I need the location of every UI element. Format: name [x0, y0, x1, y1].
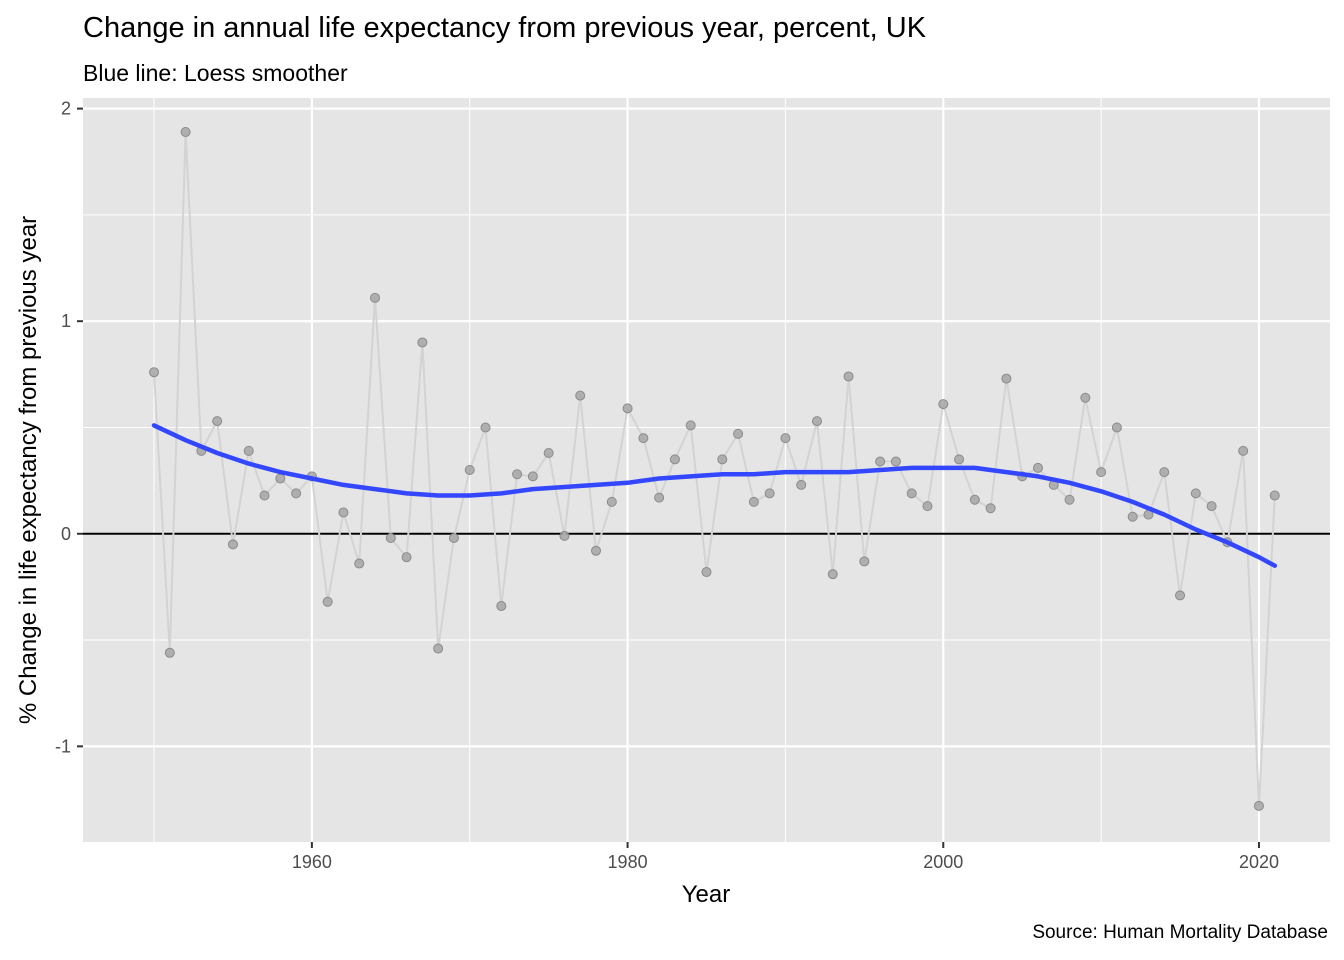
data-point — [685, 420, 696, 431]
data-point — [417, 337, 428, 348]
data-point — [496, 601, 507, 612]
data-point — [922, 501, 933, 512]
chart-caption: Source: Human Mortality Database — [1032, 922, 1328, 943]
data-point — [275, 473, 286, 484]
data-point — [259, 490, 270, 501]
data-point — [764, 488, 775, 499]
data-point — [1175, 590, 1186, 601]
data-point — [149, 367, 160, 378]
y-tick-label: 0 — [61, 524, 71, 544]
data-point — [1159, 467, 1170, 478]
data-point — [322, 596, 333, 607]
y-tick-label: 2 — [61, 99, 71, 119]
data-point — [212, 416, 223, 427]
data-point — [1001, 373, 1012, 384]
data-point — [622, 403, 633, 414]
x-axis-ticks: 1960 1980 2000 2020 — [292, 842, 1279, 872]
data-point — [827, 569, 838, 580]
data-point — [575, 390, 586, 401]
x-tick-label: 1980 — [608, 852, 648, 872]
x-tick-label: 2020 — [1239, 852, 1279, 872]
data-point — [638, 433, 649, 444]
x-tick-label: 2000 — [923, 852, 963, 872]
data-point — [1127, 511, 1138, 522]
data-point — [527, 471, 538, 482]
data-point — [559, 530, 570, 541]
data-point — [701, 567, 712, 578]
data-point — [811, 416, 822, 427]
data-point — [985, 503, 996, 514]
data-point — [480, 422, 491, 433]
data-point — [227, 539, 238, 550]
data-point — [1253, 800, 1264, 811]
data-point — [843, 371, 854, 382]
data-point — [890, 456, 901, 467]
data-point — [780, 433, 791, 444]
data-point — [1111, 422, 1122, 433]
data-point — [543, 447, 554, 458]
data-point — [591, 545, 602, 556]
chart-subtitle: Blue line: Loess smoother — [83, 60, 348, 86]
data-point — [164, 647, 175, 658]
data-point — [606, 496, 617, 507]
data-point — [1032, 462, 1043, 473]
data-point — [448, 533, 459, 544]
data-point — [796, 479, 807, 490]
data-point — [1269, 490, 1280, 501]
data-point — [654, 492, 665, 503]
data-point — [180, 127, 191, 138]
data-point — [717, 454, 728, 465]
x-axis-title: Year — [682, 881, 731, 908]
data-point — [748, 496, 759, 507]
data-point — [370, 292, 381, 303]
data-point — [1064, 494, 1075, 505]
data-point — [1206, 501, 1217, 512]
smooth-line — [151, 423, 1278, 568]
raw-series-points — [149, 127, 1280, 811]
data-point — [938, 399, 949, 410]
data-point — [464, 465, 475, 475]
loess-smoother-line — [151, 423, 1278, 568]
data-point — [669, 454, 680, 465]
data-point — [512, 469, 523, 480]
data-point — [401, 552, 412, 563]
data-point — [291, 488, 302, 499]
y-tick-label: -1 — [55, 736, 71, 756]
data-point — [243, 445, 254, 456]
data-point — [1190, 488, 1201, 499]
data-point — [433, 643, 444, 654]
data-point — [385, 533, 396, 544]
data-point — [1096, 467, 1107, 478]
panel-background — [83, 98, 1330, 842]
y-axis-ticks: -1 0 1 2 — [55, 99, 83, 756]
raw-line — [153, 131, 1276, 806]
y-axis-title: % Change in life expectancy from previou… — [15, 216, 42, 724]
raw-series-line — [153, 131, 1276, 806]
chart-title: Change in annual life expectancy from pr… — [83, 12, 927, 44]
data-point — [354, 558, 365, 569]
data-point — [1238, 445, 1249, 456]
data-point — [859, 556, 870, 567]
data-point — [906, 488, 917, 499]
data-point — [875, 456, 886, 467]
x-tick-label: 1960 — [292, 852, 332, 872]
y-tick-label: 1 — [61, 311, 71, 331]
data-point — [954, 454, 965, 465]
data-point — [1080, 392, 1091, 403]
data-point — [733, 428, 744, 439]
data-point — [969, 494, 980, 505]
data-point — [338, 507, 349, 518]
